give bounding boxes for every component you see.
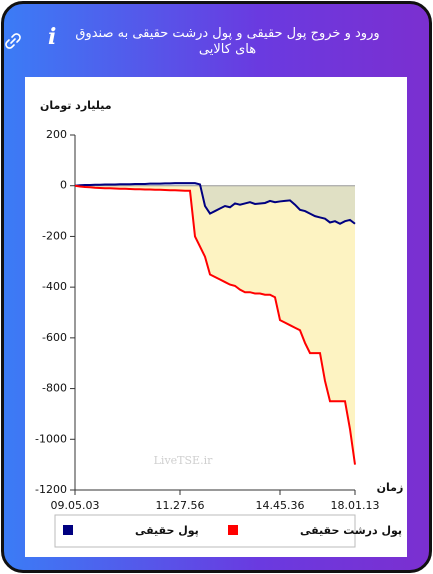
legend-label: پول درشت حقیقی	[300, 524, 402, 537]
legend-label: پول حقیقی	[135, 524, 199, 537]
info-icon[interactable]: i	[48, 24, 57, 50]
x-tick-label: 09.05.03	[51, 499, 100, 512]
link-icon[interactable]	[4, 32, 22, 50]
y-tick-label: -1000	[35, 432, 67, 445]
series-line	[74, 184, 356, 465]
legend-swatch	[63, 525, 73, 535]
y-tick-label: 0	[60, 179, 67, 192]
y-axis-label: میلیارد تومان	[40, 99, 112, 112]
area-fill	[75, 183, 355, 224]
x-tick-label: 18.01.13	[331, 499, 380, 512]
x-axis-label: زمان	[377, 481, 404, 494]
legend-swatch	[228, 525, 238, 535]
legend	[54, 514, 356, 548]
area-fill	[75, 185, 355, 465]
series-line	[74, 182, 356, 225]
card-title: ورود و خروج پول حقیقی و پول درشت حقیقی ب…	[75, 26, 380, 57]
x-tick-label: 14.45.36	[256, 499, 305, 512]
y-tick-label: -1200	[35, 483, 67, 496]
y-tick-label: -400	[42, 280, 67, 293]
x-tick-label: 11.27.56	[156, 499, 205, 512]
y-tick-label: 200	[46, 128, 67, 141]
y-tick-label: -200	[42, 229, 67, 242]
y-tick-label: -800	[42, 382, 67, 395]
y-tick-label: -600	[42, 331, 67, 344]
watermark: LiveTSE.ir	[154, 454, 213, 467]
